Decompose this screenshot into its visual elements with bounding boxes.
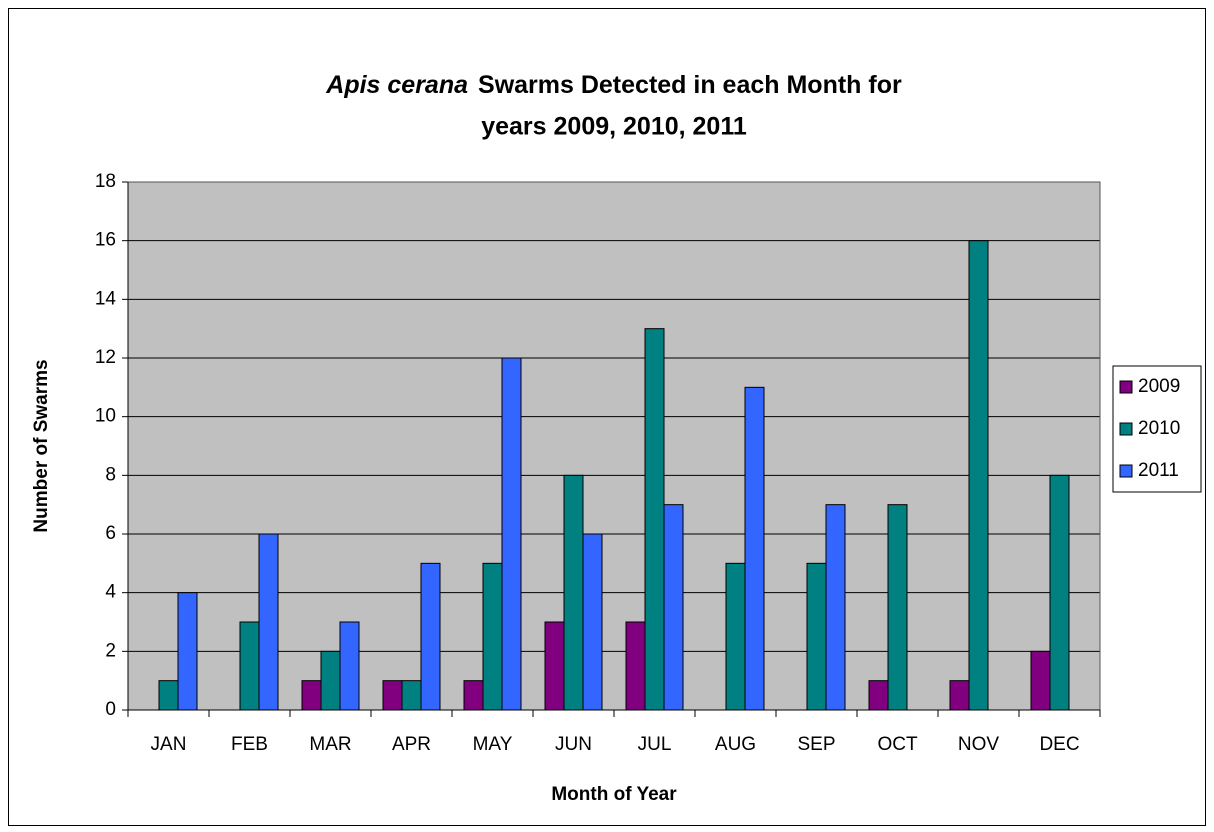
bar — [868, 680, 889, 711]
x-tick-label: JUN — [555, 734, 592, 755]
bar — [501, 357, 522, 711]
bar — [1030, 650, 1051, 711]
title-italic: Apis cerana — [325, 71, 468, 99]
bar — [482, 562, 503, 711]
chart-title-line: years 2009, 2010, 2011 — [481, 113, 747, 141]
legend-label: 2009 — [1138, 376, 1180, 397]
bar — [301, 680, 322, 711]
bar — [744, 386, 765, 711]
x-tick-label: AUG — [715, 734, 756, 755]
x-tick-label: DEC — [1039, 734, 1079, 755]
bar — [239, 621, 260, 711]
y-tick-label: 0 — [105, 699, 116, 720]
bar — [582, 533, 603, 711]
chart-title: Apis cerana Swarms Detected in each Month… — [325, 71, 902, 99]
y-tick-label: 10 — [95, 406, 116, 427]
y-tick-label: 12 — [95, 347, 116, 368]
x-tick-label: MAR — [309, 734, 351, 755]
legend-label: 2010 — [1138, 418, 1180, 439]
bar — [563, 474, 584, 711]
bar — [968, 240, 989, 711]
x-tick-label: FEB — [231, 734, 268, 755]
bar — [158, 680, 179, 711]
bar — [382, 680, 403, 711]
plot-area — [128, 182, 1100, 710]
bar — [825, 504, 846, 711]
bar — [258, 533, 279, 711]
y-tick-label: 8 — [105, 464, 116, 485]
y-tick-label: 4 — [105, 582, 116, 603]
x-tick-label: OCT — [877, 734, 918, 755]
bar — [725, 562, 746, 711]
title-rest: Swarms Detected in each Month for — [478, 71, 902, 99]
bar — [177, 592, 198, 711]
x-tick-label: JUL — [638, 734, 672, 755]
bar — [949, 680, 970, 711]
legend-swatch — [1119, 464, 1133, 478]
y-tick-label: 16 — [95, 230, 116, 251]
bar — [625, 621, 646, 711]
bar — [544, 621, 565, 711]
x-tick-label: MAY — [473, 734, 513, 755]
legend-label: 2011 — [1138, 460, 1179, 481]
x-tick-label: APR — [392, 734, 431, 755]
bar — [644, 328, 665, 711]
x-tick-label: JAN — [151, 734, 187, 755]
bar — [887, 504, 908, 711]
y-axis-title: Number of Swarms — [31, 359, 52, 532]
bar — [806, 562, 827, 711]
bar — [463, 680, 484, 711]
bar — [401, 680, 422, 711]
bar — [339, 621, 360, 711]
y-tick-label: 18 — [95, 171, 116, 192]
bar — [420, 562, 441, 711]
legend-swatch — [1119, 422, 1133, 436]
x-axis-title: Month of Year — [551, 784, 677, 805]
x-tick-label: NOV — [958, 734, 1000, 755]
bar — [663, 504, 684, 711]
y-tick-label: 2 — [105, 640, 116, 661]
legend-swatch — [1119, 380, 1133, 394]
y-tick-label: 14 — [95, 288, 117, 309]
bar — [1049, 474, 1070, 711]
bar — [320, 650, 341, 711]
x-tick-label: SEP — [797, 734, 835, 755]
y-tick-label: 6 — [105, 523, 116, 544]
